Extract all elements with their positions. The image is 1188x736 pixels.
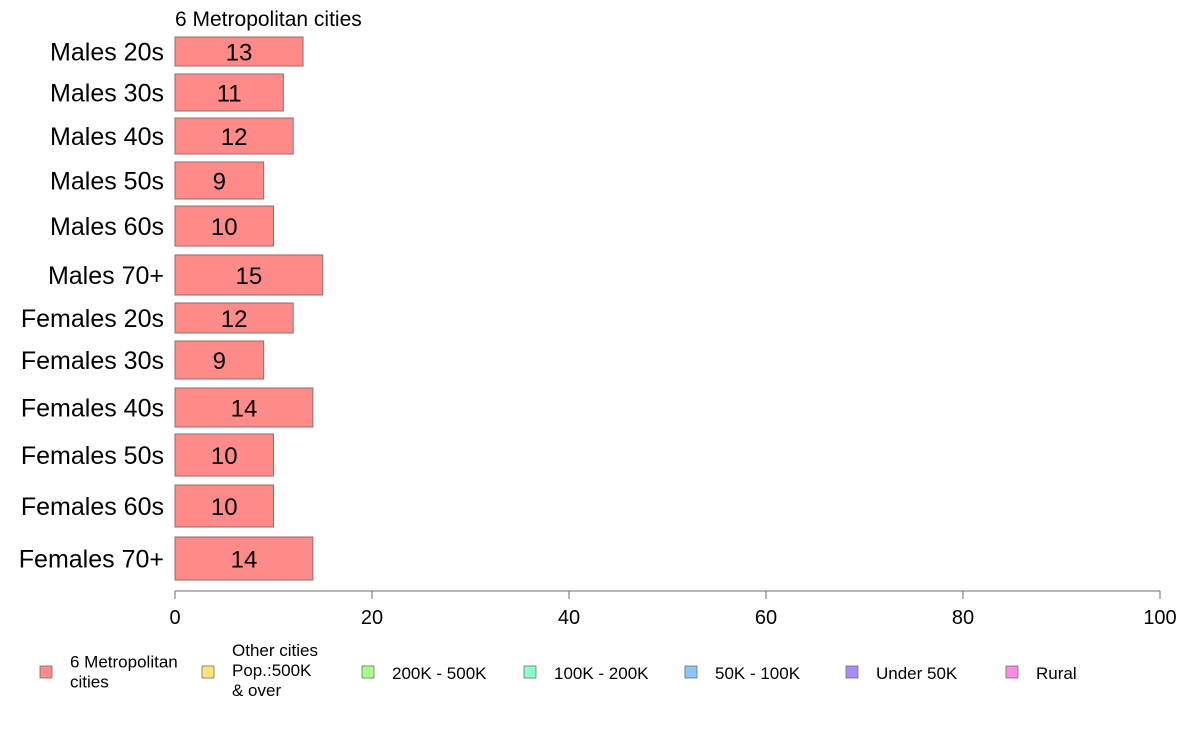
x-tick-label: 40: [558, 607, 580, 629]
x-tick-label: 20: [361, 607, 383, 629]
bar-value-label: 15: [236, 263, 263, 290]
bar-value-label: 10: [211, 494, 238, 521]
bar: [174, 340, 265, 380]
category-label: Males 50s: [50, 168, 164, 196]
legend-label: Pop.:500K: [232, 661, 312, 680]
legend-label: 200K - 500K: [392, 664, 487, 683]
category-label: Males 70+: [48, 262, 164, 290]
legend-label: 100K - 200K: [554, 664, 649, 683]
legend-item: Under 50K: [845, 664, 958, 683]
category-label: Males 20s: [50, 39, 164, 67]
category-label: Females 40s: [21, 395, 164, 423]
legend-swatch: [523, 665, 537, 679]
bar-value-label: 14: [231, 547, 258, 574]
bar-group: Males 20s 13 Males 30s 11 Males 40s 12 Males 5…: [19, 36, 324, 581]
legend-label: 50K - 100K: [715, 664, 801, 683]
bar: [174, 254, 324, 296]
bar: [174, 117, 294, 155]
category-label: Males 60s: [50, 213, 164, 241]
legend-swatch: [361, 665, 375, 679]
x-tick-label: 60: [755, 607, 777, 629]
legend-label: Other cities: [232, 641, 318, 660]
x-tick-label: 0: [169, 607, 180, 629]
bar-value-label: 14: [231, 396, 258, 423]
legend-item: 100K - 200K: [523, 664, 649, 683]
bar: [174, 73, 284, 112]
category-label: Females 60s: [21, 493, 164, 521]
legend-item: 50K - 100K: [684, 664, 801, 683]
bar-value-label: 9: [213, 169, 226, 196]
legend-label: Rural: [1036, 664, 1077, 683]
legend-swatch: [201, 665, 215, 679]
legend: 6 Metropolitan cities Other citiesPop.:50…: [39, 641, 1077, 700]
category-label: Females 70+: [19, 546, 164, 574]
category-label: Females 20s: [21, 305, 164, 333]
bar-value-label: 10: [211, 443, 238, 470]
bar: [174, 36, 304, 67]
legend-item: Rural: [1005, 664, 1077, 683]
legend-label: cities: [70, 673, 109, 692]
bar-value-label: 11: [217, 81, 242, 108]
bar: [174, 484, 274, 528]
legend-swatch: [39, 665, 53, 679]
legend-item: 6 Metropolitan cities: [39, 653, 178, 692]
legend-swatch: [1005, 665, 1019, 679]
bar: [174, 205, 274, 247]
category-label: Females 30s: [21, 347, 164, 375]
bar: [174, 536, 314, 581]
chart-title: 6 Metropolitan cities: [175, 8, 362, 31]
bar: [174, 387, 314, 428]
legend-label: 6 Metropolitan: [70, 653, 178, 672]
category-label: Females 50s: [21, 442, 164, 470]
legend-item: 200K - 500K: [361, 664, 487, 683]
bar-value-label: 13: [226, 40, 253, 67]
x-tick-label: 100: [1143, 607, 1176, 629]
bar-value-label: 12: [221, 124, 248, 151]
bar-value-label: 10: [211, 214, 238, 241]
category-label: Males 40s: [50, 123, 164, 151]
bar: [174, 161, 265, 200]
x-tick-label: 80: [952, 607, 974, 629]
bar: [174, 433, 274, 477]
x-axis: 0 20 40 60 80 100: [169, 590, 1177, 629]
legend-label: & over: [232, 681, 281, 700]
category-label: Males 30s: [50, 80, 164, 108]
bar-value-label: 12: [221, 306, 248, 333]
bar-value-label: 9: [213, 348, 226, 375]
legend-swatch: [845, 665, 859, 679]
bar: [174, 302, 294, 334]
legend-swatch: [684, 665, 698, 679]
legend-label: Under 50K: [876, 664, 958, 683]
